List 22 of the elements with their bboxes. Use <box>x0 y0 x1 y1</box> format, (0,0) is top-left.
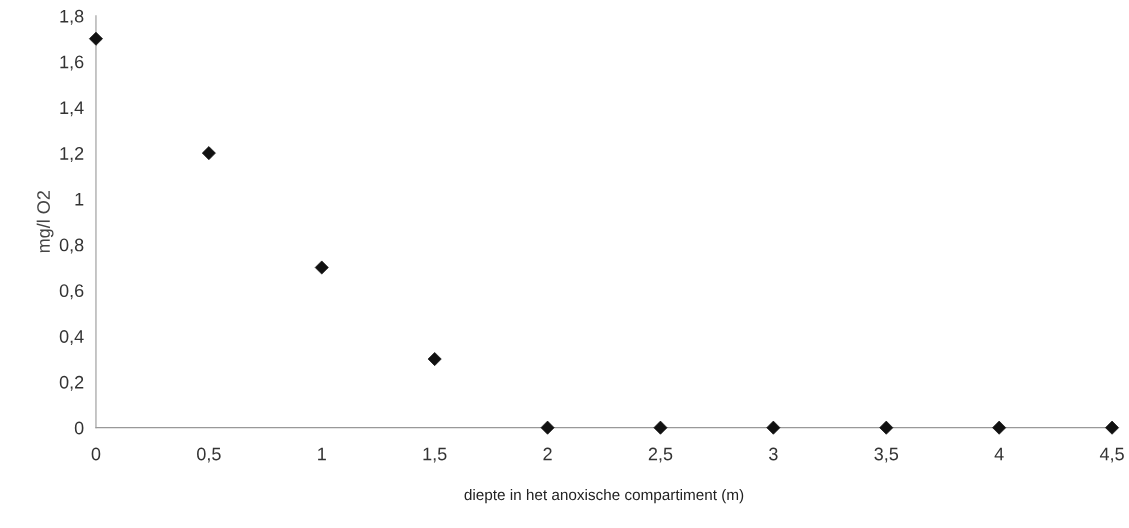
x-tick-label: 2 <box>543 447 552 461</box>
y-tick-label: 1,4 <box>60 101 84 117</box>
y-tick-label: 0,6 <box>59 284 84 300</box>
y-tick-label: 0,8 <box>59 238 84 254</box>
x-tick-label: 1,5 <box>423 447 447 463</box>
y-tick-label: 0 <box>74 421 84 435</box>
x-tick-label: 4,5 <box>1099 447 1124 463</box>
y-tick-label: 1 <box>75 193 84 206</box>
x-tick-label: 3 <box>769 447 778 461</box>
y-tick-label: 1,2 <box>60 147 84 162</box>
x-tick-label: 0 <box>91 447 101 461</box>
y-tick-label: 1,6 <box>60 55 84 71</box>
x-tick-label: 0,5 <box>197 447 221 463</box>
x-tick-label: 1 <box>318 447 326 461</box>
y-axis-title: mg/l O2 <box>36 191 54 253</box>
x-tick-label: 4 <box>994 447 1004 461</box>
x-tick-label: 2,5 <box>648 447 673 463</box>
y-tick-label: 1,8 <box>60 9 84 25</box>
y-tick-label: 0,2 <box>59 375 84 391</box>
x-tick-label: 3,5 <box>874 447 899 463</box>
y-tick-label: 0,4 <box>59 330 84 346</box>
x-axis-title: diepte in het anoxische compartiment (m) <box>464 488 744 504</box>
